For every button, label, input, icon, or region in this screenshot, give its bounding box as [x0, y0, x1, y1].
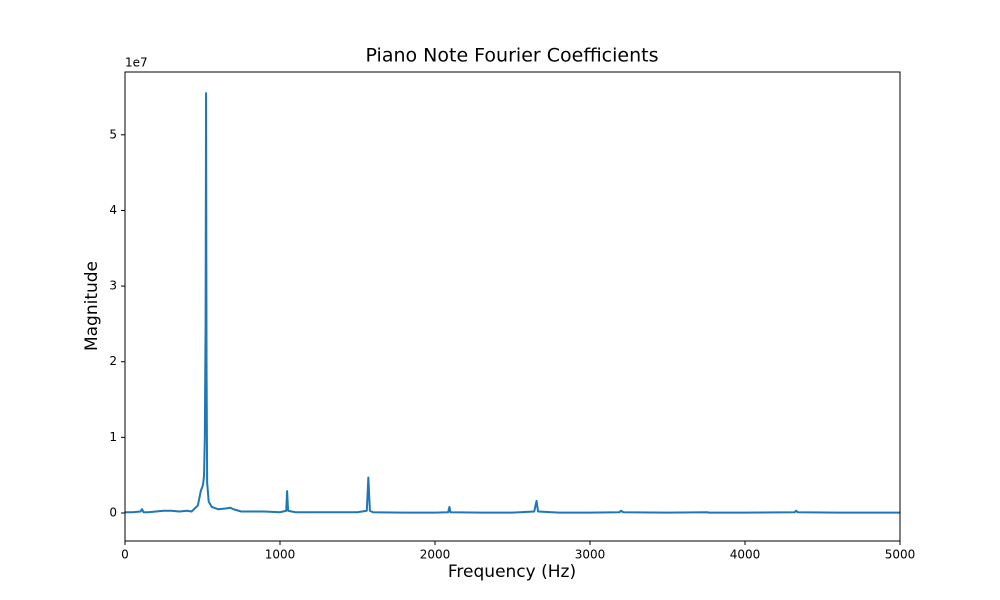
series-line [125, 92, 900, 514]
y-tick-label: 1 [109, 430, 117, 444]
x-tick-label: 2000 [420, 548, 451, 562]
x-axis-label: Frequency (Hz) [448, 562, 576, 582]
y-tick-label: 0 [109, 506, 117, 520]
y-tick-label: 2 [109, 354, 117, 368]
plot-frame [124, 71, 901, 542]
x-tick-label: 3000 [575, 548, 606, 562]
y-axis-label: Magnitude [82, 261, 102, 351]
y-offset-label: 1e7 [125, 56, 148, 70]
y-tick-label: 4 [109, 203, 117, 217]
chart-title: Piano Note Fourier Coefficients [366, 45, 659, 67]
y-tick-label: 5 [109, 127, 117, 141]
x-tick-label: 5000 [885, 548, 916, 562]
x-tick-label: 1000 [265, 548, 296, 562]
y-tick-label: 3 [109, 279, 117, 293]
x-tick-label: 0 [121, 548, 129, 562]
x-tick-label: 4000 [730, 548, 761, 562]
